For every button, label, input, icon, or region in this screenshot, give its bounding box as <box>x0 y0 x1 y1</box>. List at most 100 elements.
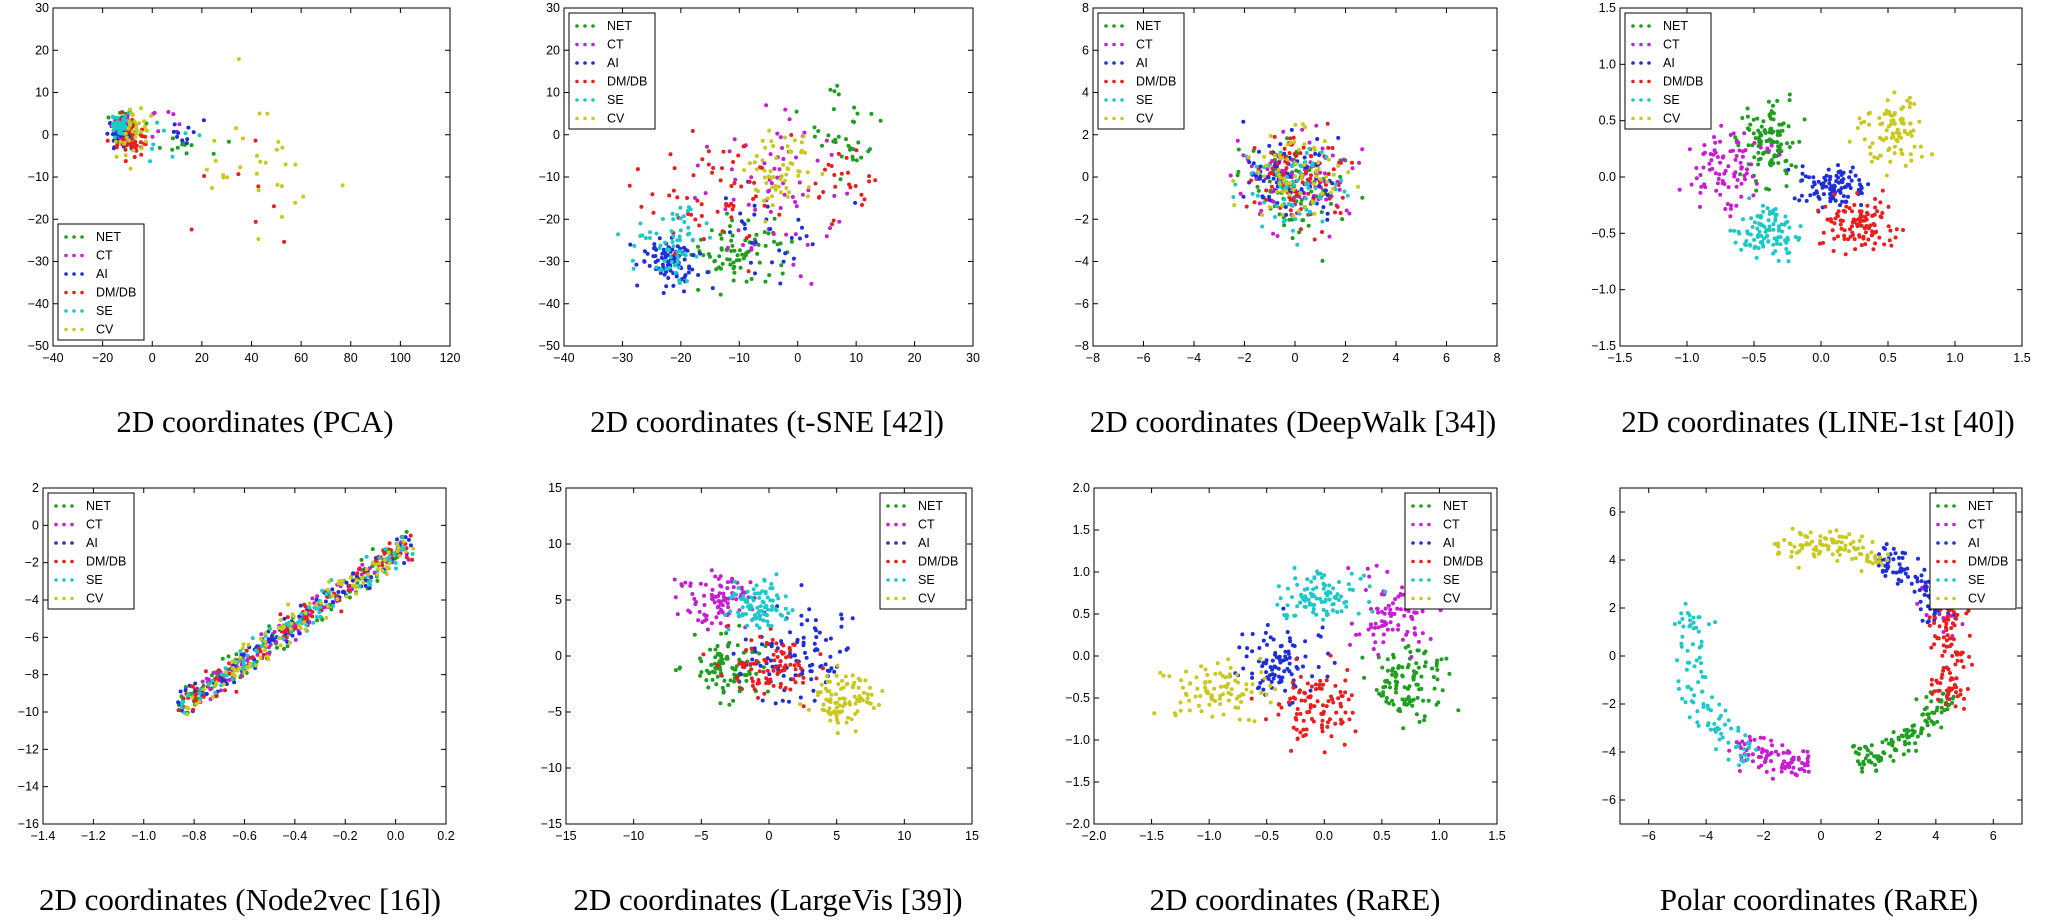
data-point-ct <box>1739 181 1744 186</box>
data-point-dm-db <box>1336 696 1341 701</box>
data-point-se <box>1701 705 1706 709</box>
data-point-dm-db <box>771 652 776 657</box>
data-point-dm-db <box>1293 152 1297 157</box>
data-point-ct <box>1701 165 1706 170</box>
x-tick-label: −4 <box>1187 351 1201 365</box>
data-point-net <box>1874 768 1879 773</box>
data-point-cv <box>837 696 842 701</box>
data-point-cv <box>366 572 371 577</box>
data-point-dm-db <box>778 659 783 664</box>
data-point-se <box>745 589 750 594</box>
data-point-dm-db <box>799 666 804 671</box>
data-point-se <box>770 604 775 609</box>
data-point-ai <box>1260 194 1265 199</box>
data-point-ct <box>240 674 245 679</box>
data-point-dm-db <box>1329 734 1334 739</box>
data-point-net <box>772 239 776 244</box>
data-point-cv <box>1896 131 1901 136</box>
data-point-cv <box>785 144 790 149</box>
data-point-se <box>238 649 243 654</box>
data-point-cv <box>1246 155 1251 160</box>
data-point-cv <box>828 700 833 705</box>
x-tick-label: −6 <box>1642 829 1656 843</box>
data-point-se <box>281 636 286 641</box>
y-tick-label: −0.5 <box>1065 691 1090 705</box>
data-point-ai <box>829 666 834 671</box>
data-point-dm-db <box>867 179 872 184</box>
data-point-dm-db <box>1338 690 1343 694</box>
data-point-net <box>1319 210 1324 215</box>
y-tick-label: 20 <box>35 43 49 57</box>
data-point-cv <box>360 575 364 580</box>
data-point-cv <box>1224 685 1229 690</box>
data-point-ai <box>1926 593 1931 598</box>
data-point-se <box>410 552 415 556</box>
data-point-ct <box>1718 192 1723 197</box>
data-point-ct <box>1382 611 1387 616</box>
data-point-net <box>170 147 175 152</box>
data-point-se <box>1752 237 1757 242</box>
data-point-dm-db <box>1284 166 1289 171</box>
data-point-net <box>848 147 852 152</box>
data-point-se <box>241 661 246 666</box>
data-point-cv <box>1905 98 1910 103</box>
data-point-ai <box>1271 637 1276 642</box>
data-point-ct <box>775 131 780 136</box>
data-point-cv <box>1811 547 1816 552</box>
data-point-ai <box>172 122 177 127</box>
data-point-net <box>737 248 742 253</box>
data-point-ai <box>1281 606 1286 611</box>
legend-marker <box>1639 98 1643 102</box>
data-point-ct <box>315 594 320 599</box>
data-point-dm-db <box>1870 229 1875 234</box>
data-point-dm-db <box>791 677 796 682</box>
legend-marker <box>1631 98 1635 102</box>
data-point-cv <box>776 184 781 189</box>
data-point-cv <box>853 729 858 734</box>
data-point-net <box>1775 98 1780 103</box>
data-point-ai <box>176 131 181 135</box>
data-point-se <box>1307 146 1312 151</box>
data-point-net <box>746 218 751 223</box>
legend-marker <box>1631 61 1635 65</box>
data-point-net <box>1906 728 1911 733</box>
data-point-ct <box>1383 606 1388 611</box>
data-point-se <box>1747 196 1752 201</box>
x-tick-label: −4 <box>1699 829 1713 843</box>
data-point-ai <box>1265 623 1270 627</box>
x-tick-label: 8 <box>1494 351 1501 365</box>
data-point-net <box>780 271 785 276</box>
data-point-se <box>1293 576 1298 581</box>
data-point-se <box>1291 179 1296 184</box>
data-point-ai <box>1918 599 1923 604</box>
data-point-cv <box>1862 137 1867 142</box>
data-point-cv <box>1152 711 1157 716</box>
data-point-net <box>1740 116 1745 120</box>
data-point-se <box>686 225 691 230</box>
data-point-cv <box>262 648 267 652</box>
legend-marker <box>1419 578 1423 582</box>
data-point-ai <box>1282 151 1287 156</box>
legend-marker <box>1120 98 1124 102</box>
data-point-se <box>1233 182 1238 187</box>
data-point-net <box>1901 752 1906 757</box>
data-point-net <box>1869 743 1874 748</box>
data-point-dm-db <box>1304 727 1309 732</box>
data-point-dm-db <box>771 683 776 688</box>
y-tick-label: 0 <box>32 518 39 532</box>
data-point-cv <box>245 665 250 670</box>
data-point-ct <box>727 149 732 154</box>
data-point-dm-db <box>1298 688 1302 693</box>
data-point-cv <box>816 693 820 698</box>
data-point-ai <box>290 633 295 638</box>
data-point-se <box>660 217 665 221</box>
data-point-dm-db <box>1832 192 1837 197</box>
data-point-cv <box>1288 181 1293 186</box>
data-point-ai <box>1268 635 1273 640</box>
data-point-cv <box>796 169 801 174</box>
data-point-net <box>754 671 759 676</box>
data-point-cv <box>825 689 830 693</box>
data-point-se <box>1723 722 1727 727</box>
